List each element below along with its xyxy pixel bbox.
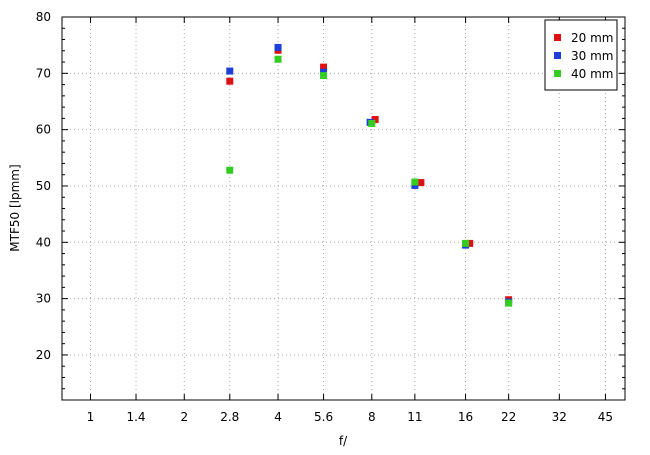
data-point-series-2 (505, 299, 513, 307)
y-tick-label: 60 (36, 123, 51, 137)
y-tick-label: 80 (36, 10, 51, 24)
legend: 20 mm 30 mm 40 mm (544, 19, 618, 91)
x-tick-label: 4 (274, 410, 282, 424)
data-point-series-2 (320, 72, 328, 80)
x-tick-label: 5.6 (314, 410, 333, 424)
x-tick-label: 1.4 (126, 410, 145, 424)
x-tick-label: 16 (458, 410, 473, 424)
grid-layer (62, 17, 625, 400)
data-point-series-0 (371, 116, 379, 124)
legend-swatch (554, 70, 561, 77)
x-tick-label: 45 (598, 410, 613, 424)
legend-label: 30 mm (571, 49, 613, 63)
plot-frame (61, 16, 626, 401)
y-axis-title: MTF50 [lpmm] (8, 164, 22, 251)
x-tick-label: 2.8 (220, 410, 239, 424)
x-tick-label: 2 (180, 410, 188, 424)
ticks-layer: 20 30 40 50 60 70 80 1 1.4 2 2.8 4 5.6 8 11 16 22 32 45 (36, 10, 625, 424)
x-tick-label: 22 (501, 410, 516, 424)
legend-label: 40 mm (571, 67, 613, 81)
data-points (226, 43, 513, 307)
x-tick-label: 11 (407, 410, 422, 424)
x-tick-label: 32 (552, 410, 567, 424)
y-tick-label: 70 (36, 66, 51, 80)
data-point-series-2 (226, 166, 234, 174)
x-axis-title: f/ (339, 434, 348, 448)
data-point-series-1 (274, 43, 282, 51)
y-tick-label: 20 (36, 348, 51, 362)
x-tick-label: 1 (87, 410, 95, 424)
data-point-series-2 (274, 55, 282, 63)
data-point-series-2 (411, 178, 419, 186)
y-tick-label: 30 (36, 292, 51, 306)
legend-label: 20 mm (571, 31, 613, 45)
data-point-series-0 (466, 239, 474, 247)
data-point-series-2 (368, 119, 376, 127)
x-tick-label: 8 (368, 410, 376, 424)
legend-swatch (554, 34, 561, 41)
data-point-series-1 (226, 67, 234, 75)
y-tick-label: 50 (36, 179, 51, 193)
legend-swatch (554, 52, 561, 59)
data-point-series-2 (462, 239, 470, 247)
data-point-series-0 (417, 179, 425, 187)
y-tick-label: 40 (36, 235, 51, 249)
data-point-series-0 (226, 77, 234, 85)
data-point-series-0 (320, 63, 328, 71)
